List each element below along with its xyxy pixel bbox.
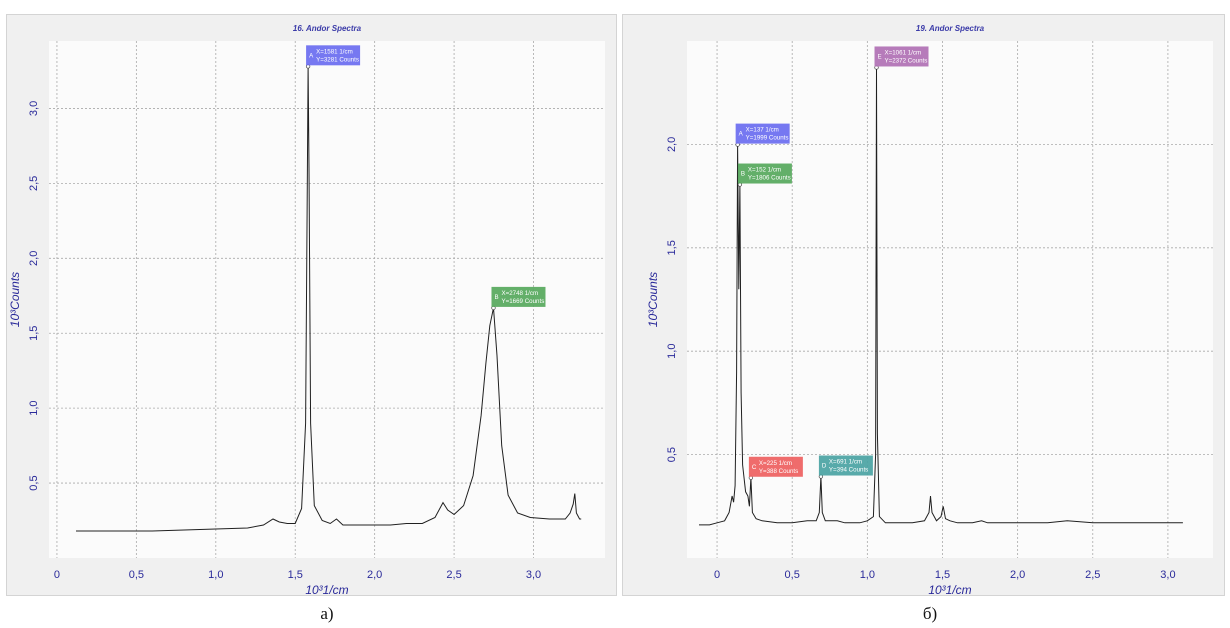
- spectrum-chart-a: 16. Andor Spectra 0 0,5 1,0 1,5 2,0 2,5 3,0 0,5 1…: [8, 24, 605, 597]
- marker-label-y: Y=3281 Counts: [316, 56, 359, 63]
- peak-marker-b: BX=2748 1/cmY=1669 Counts: [491, 286, 546, 311]
- y-tick-label: 3,0: [28, 101, 40, 116]
- marker-box: [737, 163, 792, 184]
- caption-b: б): [922, 604, 938, 623]
- marker-label-x: X=1581 1/cm: [316, 48, 353, 55]
- plot-area: [687, 41, 1213, 558]
- marker-letter: E: [878, 53, 882, 60]
- marker-letter: A: [739, 131, 744, 138]
- x-axis-label: 10³1/cm: [305, 583, 348, 597]
- x-tick-label: 1,5: [288, 569, 303, 581]
- marker-letter: D: [822, 463, 827, 470]
- x-tick-label: 0: [54, 569, 60, 581]
- peak-marker-e: EX=1061 1/cmY=2372 Counts: [874, 46, 929, 70]
- x-tick-label: 3,0: [1160, 569, 1175, 581]
- peak-marker-b: BX=152 1/cmY=1806 Counts: [737, 163, 792, 187]
- marker-label-x: X=691 1/cm: [829, 459, 862, 466]
- y-tick-label: 1,0: [28, 400, 40, 415]
- marker-letter: B: [494, 294, 498, 301]
- x-tick-label: 0,5: [129, 569, 144, 581]
- y-tick-label: 1,5: [666, 240, 678, 255]
- y-tick-label: 2,0: [666, 137, 678, 152]
- marker-label-y: Y=1999 Counts: [746, 135, 789, 142]
- marker-label-x: X=2748 1/cm: [501, 290, 538, 297]
- x-tick-label: 1,0: [208, 569, 223, 581]
- spectrum-chart-b: 19. Andor Spectra 0 0,5 1,0 1,5 2,0 2,5 3,0 0,5 1…: [646, 24, 1213, 597]
- marker-letter: C: [752, 464, 757, 471]
- peak-marker-a: AX=137 1/cmY=1999 Counts: [735, 123, 790, 147]
- marker-box: [735, 123, 790, 144]
- x-tick-label: 0: [714, 569, 720, 581]
- x-axis-label: 10³1/cm: [928, 583, 971, 597]
- peak-marker-d: DX=691 1/cmY=394 Counts: [818, 455, 873, 479]
- chart-panel-a: 16. Andor Spectra 0 0,5 1,0 1,5 2,0 2,5 3,0 0,5 1…: [6, 14, 617, 597]
- marker-letter: B: [741, 171, 745, 178]
- peak-marker-c: CX=225 1/cmY=388 Counts: [748, 456, 803, 480]
- y-tick-label: 2,0: [28, 251, 40, 266]
- marker-label-x: X=137 1/cm: [746, 127, 779, 134]
- marker-box: [874, 46, 929, 67]
- chart-title: 16. Andor Spectra: [293, 24, 362, 33]
- peak-marker-a: AX=1581 1/cmY=3281 Counts: [305, 45, 361, 69]
- chart-title: 19. Andor Spectra: [916, 24, 985, 33]
- x-tick-label: 2,5: [446, 569, 461, 581]
- marker-box: [818, 455, 873, 476]
- y-tick-label: 0,5: [28, 475, 40, 490]
- y-axis-label: 10³Counts: [8, 272, 22, 327]
- caption-a: а): [320, 604, 334, 623]
- marker-label-y: Y=1669 Counts: [501, 298, 544, 305]
- x-tick-label: 3,0: [526, 569, 541, 581]
- marker-label-x: X=152 1/cm: [748, 167, 781, 174]
- marker-letter: A: [309, 52, 314, 59]
- y-tick-label: 1,0: [666, 344, 678, 359]
- y-axis-label: 10³Counts: [646, 272, 660, 327]
- marker-label-y: Y=2372 Counts: [885, 57, 928, 64]
- marker-label-y: Y=394 Counts: [829, 467, 868, 474]
- x-tick-label: 0,5: [785, 569, 800, 581]
- marker-label-y: Y=1806 Counts: [748, 175, 791, 182]
- y-tick-label: 2,5: [28, 176, 40, 191]
- x-tick-label: 2,0: [367, 569, 382, 581]
- y-tick-label: 1,5: [28, 326, 40, 341]
- marker-box: [491, 286, 546, 307]
- y-tick-label: 0,5: [666, 447, 678, 462]
- chart-panel-b: 19. Andor Spectra 0 0,5 1,0 1,5 2,0 2,5 3,0 0,5 1…: [622, 14, 1225, 597]
- marker-label-y: Y=388 Counts: [759, 468, 798, 475]
- x-tick-label: 2,5: [1085, 569, 1100, 581]
- x-tick-label: 1,0: [860, 569, 875, 581]
- x-tick-label: 1,5: [935, 569, 950, 581]
- marker-label-x: X=225 1/cm: [759, 460, 792, 467]
- marker-box: [748, 456, 803, 477]
- x-tick-label: 2,0: [1010, 569, 1025, 581]
- marker-box: [306, 45, 361, 66]
- spectrum-line: [76, 66, 582, 532]
- spectrum-line: [699, 67, 1183, 526]
- marker-label-x: X=1061 1/cm: [885, 49, 922, 56]
